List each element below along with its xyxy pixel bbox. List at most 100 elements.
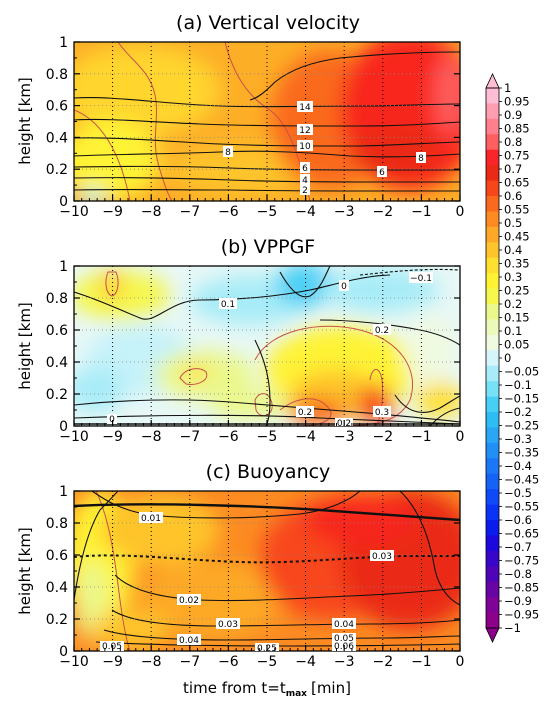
colorbar-label: −0.7 xyxy=(504,540,532,554)
colorbar-swatch xyxy=(486,350,499,367)
x-tick-label: 0 xyxy=(456,429,465,445)
colorbar-swatch xyxy=(486,211,499,228)
colorbar-swatch xyxy=(486,365,499,382)
panel-b-x-axis: −10 −9 −8 −7 −6 −5 −4 −3 −2 −1 0 xyxy=(59,420,464,445)
svg-text:0.02: 0.02 xyxy=(179,596,199,606)
colorbar-label: 0.7 xyxy=(504,162,522,176)
panel-a-contour-labels: 14 12 10 8 8 6 6 4 2 xyxy=(223,101,426,196)
x-tick-label: −5 xyxy=(257,429,278,445)
contour-label: 0.04 xyxy=(332,618,356,630)
panel-b-field xyxy=(74,266,460,426)
svg-text:0.04: 0.04 xyxy=(179,636,199,646)
y-tick-label: 1 xyxy=(59,484,68,500)
colorbar-swatch xyxy=(486,319,499,336)
colorbar-swatch xyxy=(486,535,499,552)
x-tick-label: −2 xyxy=(372,429,393,445)
svg-text:6: 6 xyxy=(379,168,385,178)
x-tick-label: −10 xyxy=(59,204,89,220)
colorbar-swatch xyxy=(486,304,499,321)
x-tick-label: −6 xyxy=(218,654,239,670)
svg-text:0.1: 0.1 xyxy=(221,300,235,310)
x-tick-label: −3 xyxy=(334,429,355,445)
svg-text:0.04: 0.04 xyxy=(334,620,354,630)
colorbar-label: −0.8 xyxy=(504,567,532,581)
x-tick-label: −5 xyxy=(257,204,278,220)
svg-text:0.3: 0.3 xyxy=(375,408,389,418)
colorbar-label: 0.85 xyxy=(504,122,530,136)
colorbar-label: 0.6 xyxy=(504,189,522,203)
x-tick-label: −3 xyxy=(334,654,355,670)
svg-text:14: 14 xyxy=(299,103,311,113)
contour-label: 4 xyxy=(300,174,310,186)
svg-text:−0.1: −0.1 xyxy=(410,274,432,284)
panel-b-ylabel: height [km] xyxy=(16,302,34,390)
x-tick-label: −8 xyxy=(141,654,162,670)
x-tick-label: −9 xyxy=(102,429,123,445)
x-axis-title-main: time from t=t xyxy=(183,679,286,697)
y-tick-label: 0 xyxy=(59,194,68,210)
colorbar-swatch xyxy=(486,196,499,213)
x-tick-label: −9 xyxy=(102,204,123,220)
panel-c-field xyxy=(74,491,460,651)
x-tick-label: −2 xyxy=(372,654,393,670)
y-tick-label: 0.8 xyxy=(46,291,68,307)
y-tick-label: 0.8 xyxy=(46,67,68,83)
panel-c-title: (c) Buoyancy xyxy=(206,461,331,483)
x-tick-label: −3 xyxy=(334,204,355,220)
contour-label: 0.04 xyxy=(177,634,201,646)
x-axis-title: time from t=tmax [min] xyxy=(183,679,351,699)
colorbar-label: 0.65 xyxy=(504,176,530,190)
colorbar: 10.950.90.850.80.750.70.650.60.550.50.45… xyxy=(485,73,539,643)
contour-label: 10 xyxy=(297,140,313,152)
panel-a-y-axis: 0 0.2 0.4 0.6 0.8 1 xyxy=(46,35,460,210)
colorbar-label: −0.2 xyxy=(504,405,532,419)
x-tick-label: −1 xyxy=(411,654,432,670)
colorbar-swatch xyxy=(486,118,499,135)
svg-text:0.03: 0.03 xyxy=(218,620,238,630)
panel-c-x-axis: −10 −9 −8 −7 −6 −5 −4 −3 −2 −1 0 xyxy=(59,645,464,670)
contour-label: 0.03 xyxy=(216,618,240,630)
colorbar-swatch xyxy=(486,242,499,259)
svg-text:6: 6 xyxy=(302,164,308,174)
svg-text:8: 8 xyxy=(418,154,424,164)
x-tick-label: 0 xyxy=(456,654,465,670)
y-tick-label: 0 xyxy=(59,419,68,435)
contour-label: 12 xyxy=(297,124,313,136)
x-tick-label: −2 xyxy=(372,204,393,220)
svg-text:0.01: 0.01 xyxy=(141,514,161,524)
contour-label: 0.03 xyxy=(370,550,394,562)
x-tick-label: −10 xyxy=(59,429,89,445)
x-axis-title-sub: max xyxy=(286,689,307,699)
colorbar-swatch xyxy=(486,520,499,537)
colorbar-swatch xyxy=(486,88,499,105)
panel-a-title: (a) Vertical velocity xyxy=(176,12,360,34)
svg-text:0.2: 0.2 xyxy=(375,326,389,336)
colorbar-swatch xyxy=(486,473,499,490)
colorbar-swatch xyxy=(486,566,499,583)
x-tick-label: −7 xyxy=(179,204,200,220)
svg-text:8: 8 xyxy=(225,148,231,158)
y-tick-label: 0.4 xyxy=(46,355,68,371)
colorbar-swatch xyxy=(486,381,499,398)
colorbar-label: −1 xyxy=(504,621,521,635)
colorbar-swatch xyxy=(486,180,499,197)
panel-a-field xyxy=(74,42,460,201)
colorbar-label: −0.6 xyxy=(504,513,532,527)
colorbar-swatch xyxy=(486,581,499,598)
colorbar-swatch xyxy=(486,597,499,614)
colorbar-swatch xyxy=(486,288,499,305)
colorbar-label: 0.8 xyxy=(504,135,522,149)
colorbar-swatch xyxy=(486,442,499,459)
y-tick-label: 0.6 xyxy=(46,99,68,115)
x-tick-label: −6 xyxy=(218,204,239,220)
colorbar-top-arrow xyxy=(485,73,500,89)
colorbar-label: 0.95 xyxy=(504,95,530,109)
colorbar-swatch xyxy=(486,612,499,629)
x-tick-label: −5 xyxy=(257,654,278,670)
contour-label: 6 xyxy=(300,162,310,174)
svg-text:0: 0 xyxy=(341,282,347,292)
panel-b-title: (b) VPPGF xyxy=(221,236,316,258)
colorbar-swatch xyxy=(486,396,499,413)
x-tick-label: −8 xyxy=(141,204,162,220)
